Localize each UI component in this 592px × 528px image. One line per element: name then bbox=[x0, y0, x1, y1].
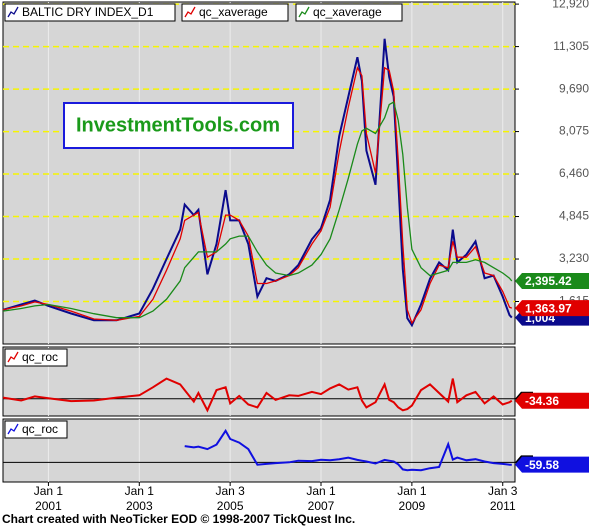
legend-icon bbox=[7, 423, 19, 435]
legend-icon bbox=[184, 6, 196, 18]
legend-label: qc_roc bbox=[22, 350, 58, 364]
x-tick-label: 2009 bbox=[399, 499, 426, 513]
legend-label: qc_xaverage bbox=[199, 5, 268, 19]
y-tick-label: 11,305 bbox=[553, 39, 589, 53]
legend-icon bbox=[7, 6, 19, 18]
series-line bbox=[2, 101, 513, 319]
x-tick-label: 2003 bbox=[126, 499, 153, 513]
watermark-box bbox=[63, 102, 294, 149]
x-tick-day: Jan 1 bbox=[306, 484, 336, 498]
legend-icon bbox=[298, 6, 310, 18]
last-value-label: -34.36 bbox=[525, 394, 559, 408]
y-tick-label: 3,230 bbox=[559, 251, 589, 265]
y-tick-label: 12,920 bbox=[552, 0, 589, 10]
last-value-label: -59.58 bbox=[525, 458, 559, 472]
x-tick-day: Jan 1 bbox=[125, 484, 155, 498]
series-line bbox=[184, 428, 512, 472]
y-tick-label: 9,690 bbox=[559, 81, 589, 95]
last-value-label: 1,363.97 bbox=[525, 301, 572, 315]
x-tick-label: 2001 bbox=[35, 499, 62, 513]
series-line bbox=[2, 66, 513, 325]
legend-box bbox=[4, 348, 68, 367]
legend-label: qc_xaverage bbox=[313, 5, 382, 19]
legend-box bbox=[4, 420, 68, 439]
x-tick-day: Jan 1 bbox=[397, 484, 427, 498]
legend-label: BALTIC DRY INDEX_D1 bbox=[22, 5, 154, 19]
legend-label: qc_roc bbox=[22, 422, 58, 436]
footer: Chart created with NeoTicker EOD © 1998-… bbox=[2, 512, 355, 526]
y-tick-label: 6,460 bbox=[559, 166, 589, 180]
x-tick-label: 2005 bbox=[217, 499, 244, 513]
legend-box bbox=[181, 3, 289, 22]
last-value-flag bbox=[515, 456, 589, 473]
last-value-flag bbox=[515, 392, 589, 409]
last-value-label: 2,395.42 bbox=[525, 274, 572, 288]
last-value-flag bbox=[515, 272, 589, 289]
y-tick-label: 8,075 bbox=[559, 124, 589, 138]
legend-box bbox=[4, 3, 176, 22]
legend-box bbox=[295, 3, 403, 22]
x-tick-day: Jan 3 bbox=[215, 484, 245, 498]
last-value-flag bbox=[515, 300, 589, 317]
y-tick-label: 4,845 bbox=[559, 209, 589, 223]
plot-area bbox=[2, 1, 516, 345]
series-line bbox=[2, 377, 513, 413]
watermark: InvestmentTools.com bbox=[76, 114, 280, 136]
legend-icon bbox=[7, 351, 19, 363]
plot-area bbox=[2, 418, 516, 483]
x-tick-label: 2007 bbox=[308, 499, 335, 513]
x-tick-day: Jan 1 bbox=[34, 484, 64, 498]
x-tick-label: 2011 bbox=[490, 499, 516, 513]
x-tick-day: Jan 3 bbox=[488, 484, 518, 498]
